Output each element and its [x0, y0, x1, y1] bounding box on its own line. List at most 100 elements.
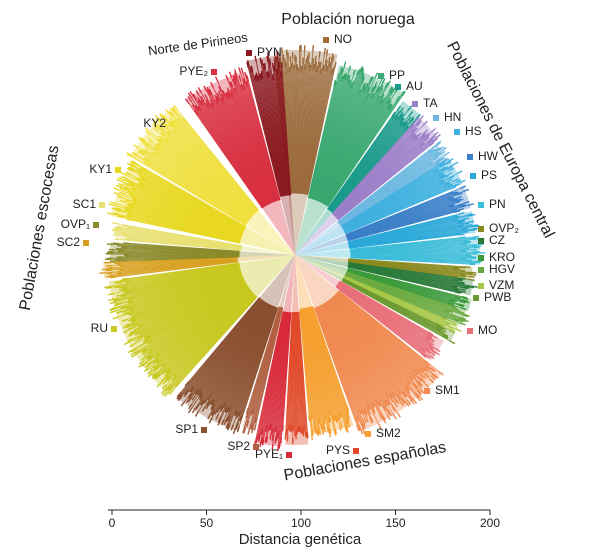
leaf: [138, 136, 144, 142]
leaf: [367, 408, 372, 415]
leaf: [126, 214, 133, 218]
branch: [255, 81, 283, 197]
leaf: [463, 300, 470, 304]
branch: [348, 215, 467, 244]
branch: [294, 311, 297, 434]
branch: [292, 311, 295, 438]
branch: [308, 78, 339, 199]
branch: [303, 308, 325, 427]
branch: [223, 304, 272, 407]
leaf: [111, 222, 119, 225]
branch: [132, 165, 246, 229]
leaf: [318, 51, 321, 58]
branch: [329, 299, 403, 393]
leaf: [127, 166, 134, 171]
leaf: [462, 297, 469, 300]
leaf: [144, 335, 151, 340]
branch: [328, 300, 402, 400]
leaf: [403, 125, 409, 132]
population-label: PP: [389, 68, 405, 82]
leaf: [153, 363, 159, 369]
branch: [169, 295, 257, 386]
leaf: [184, 98, 190, 104]
branch: [321, 90, 381, 204]
leaf: [439, 174, 446, 179]
leaf: [457, 304, 464, 308]
leaf: [463, 313, 470, 317]
leaf: [217, 90, 222, 97]
leaf: [127, 226, 134, 230]
branch: [213, 303, 269, 400]
branch: [348, 262, 458, 280]
branch: [350, 256, 475, 263]
leaf: [404, 384, 410, 391]
branch: [140, 279, 245, 332]
leaf: [144, 149, 151, 154]
branch: [132, 193, 243, 236]
branch: [172, 115, 258, 213]
leaf: [138, 359, 145, 365]
branch: [276, 62, 290, 196]
leaf: [143, 351, 150, 357]
leaf: [126, 162, 133, 167]
branch: [167, 294, 255, 381]
leaf: [246, 75, 250, 82]
leaf: [417, 383, 423, 389]
branch: [268, 76, 287, 196]
leaf: [137, 323, 144, 328]
population-marker: [433, 115, 439, 121]
leaf: [416, 119, 422, 125]
leaf: [215, 413, 220, 420]
branch: [158, 289, 252, 365]
branch: [120, 257, 238, 264]
leaf: [427, 149, 434, 155]
branch: [149, 152, 249, 223]
branch: [130, 174, 245, 231]
branch: [116, 261, 238, 278]
leaf: [457, 318, 464, 323]
branch: [281, 76, 291, 196]
leaf: [171, 375, 177, 382]
leaf: [199, 394, 204, 401]
branch: [168, 142, 253, 218]
leaf: [451, 320, 458, 325]
branch: [342, 278, 441, 328]
branch: [152, 288, 250, 362]
leaf: [160, 362, 167, 368]
branch: [123, 217, 240, 244]
branch: [275, 312, 290, 427]
branch: [284, 64, 293, 194]
branch: [316, 306, 365, 418]
branch: [335, 133, 424, 218]
branch: [113, 213, 241, 244]
branch: [211, 94, 270, 205]
branch: [263, 311, 286, 440]
leaf: [409, 124, 415, 130]
branch: [349, 233, 456, 249]
branch: [214, 303, 269, 400]
leaf: [187, 92, 193, 99]
branch: [345, 273, 461, 318]
branch: [341, 163, 441, 227]
leaf: [210, 81, 214, 88]
branch: [319, 90, 375, 203]
branch: [246, 78, 281, 201]
leaf: [409, 116, 415, 122]
population-label: PS: [481, 168, 497, 182]
branch: [275, 312, 290, 438]
branch: [133, 273, 243, 314]
branch: [338, 155, 434, 224]
branch: [314, 307, 361, 429]
leaf: [259, 440, 262, 448]
branch: [345, 194, 448, 236]
branch: [231, 77, 277, 202]
branch: [314, 75, 362, 201]
branch: [337, 146, 436, 223]
branch: [139, 274, 243, 314]
branch: [347, 216, 452, 243]
branch: [118, 273, 242, 318]
leaf: [331, 66, 335, 74]
branch: [240, 81, 279, 201]
branch: [191, 300, 265, 409]
leaf: [462, 318, 469, 323]
